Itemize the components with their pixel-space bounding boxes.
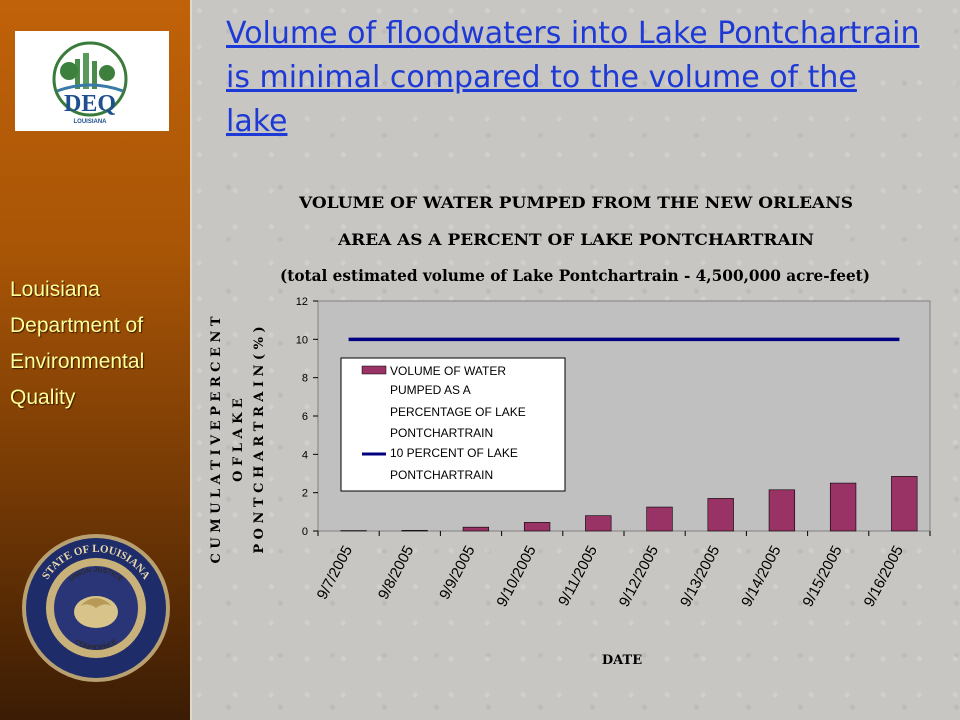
legend-line-label: 10 PERCENT OF LAKE PONTCHARTRAIN — [390, 446, 521, 482]
org-line: Department of — [10, 314, 144, 337]
x-tick-label: 9/14/2005 — [738, 543, 784, 610]
slide-headline: Volume of floodwaters into Lake Pontchar… — [226, 16, 920, 139]
y-tick-label: 8 — [302, 373, 308, 385]
org-name: Louisiana Department of Environmental Qu… — [10, 272, 144, 416]
org-line: Louisiana — [10, 278, 100, 301]
y-tick-label: 6 — [302, 411, 308, 423]
y-axis: 0 2 4 6 8 10 12 — [296, 296, 318, 538]
legend-bar-label: VOLUME OF WATER PUMPED AS A PERCENTAGE O… — [390, 364, 529, 440]
y-tick-label: 10 — [296, 334, 308, 346]
x-tick-label: 9/8/2005 — [375, 543, 417, 603]
x-axis-title: DATE — [602, 653, 642, 668]
x-tick-label: 9/15/2005 — [799, 543, 845, 610]
y-tick-label: 2 — [302, 488, 308, 500]
y-axis-title-line-1: C U M U L A T I V E P E R C E N T — [209, 316, 224, 563]
deq-logo: DEQ LOUISIANA — [15, 31, 169, 131]
legend: VOLUME OF WATER PUMPED AS A PERCENTAGE O… — [340, 357, 566, 492]
x-tick-label: 9/11/2005 — [555, 543, 601, 609]
bar — [462, 526, 490, 532]
legend-bar-swatch — [361, 365, 387, 375]
bar — [585, 515, 612, 532]
bar — [829, 482, 857, 532]
bar-series — [340, 476, 918, 532]
bar — [707, 498, 734, 532]
deq-logo-graphic: DEQ LOUISIANA — [52, 41, 128, 125]
chart: VOLUME OF WATER PUMPED FROM THE NEW ORLE… — [209, 193, 931, 668]
bar — [523, 522, 551, 532]
x-tick-label: 9/16/2005 — [861, 543, 907, 610]
y-tick-label: 4 — [302, 449, 308, 461]
sidebar: DEQ LOUISIANA Louisiana Department of En… — [0, 0, 192, 720]
x-tick-label: 9/10/2005 — [493, 543, 539, 610]
bar — [401, 530, 428, 532]
chart-title: VOLUME OF WATER PUMPED FROM THE NEW ORLE… — [280, 193, 870, 285]
legend-box — [340, 357, 566, 492]
bar — [768, 489, 796, 532]
org-line: Quality — [10, 386, 76, 409]
x-tick-label: 9/9/2005 — [436, 543, 478, 603]
state-seal: STATE OF LOUISIANA UNION JUSTICE CONFIDE… — [22, 534, 170, 682]
bar — [891, 476, 918, 532]
logo-text: DEQ — [64, 91, 116, 117]
x-axis: 9/7/2005 9/8/2005 9/9/2005 9/10/2005 9/11/20… — [314, 531, 931, 610]
chart-title-line-2: AREA AS A PERCENT OF LAKE PONTCHARTRAIN — [337, 230, 814, 249]
x-tick-label: 9/12/2005 — [616, 543, 662, 610]
y-axis-title-line-2: O F L A K E — [231, 398, 246, 482]
y-tick-label: 12 — [296, 296, 308, 308]
org-line: Environmental — [10, 350, 145, 373]
x-tick-label: 9/7/2005 — [314, 543, 356, 603]
y-axis-title: C U M U L A T I V E P E R C E N T O F L … — [209, 316, 267, 563]
bar — [646, 506, 673, 532]
logo-subtext: LOUISIANA — [74, 119, 108, 125]
x-tick-label: 9/13/2005 — [677, 543, 723, 610]
y-tick-label: 0 — [302, 526, 308, 538]
y-axis-title-line-3: P O N T C H A R T R A I N ( % ) — [252, 326, 267, 553]
chart-title-line-3: (total estimated volume of Lake Pontchar… — [280, 266, 870, 285]
chart-title-line-1: VOLUME OF WATER PUMPED FROM THE NEW ORLE… — [298, 193, 853, 212]
